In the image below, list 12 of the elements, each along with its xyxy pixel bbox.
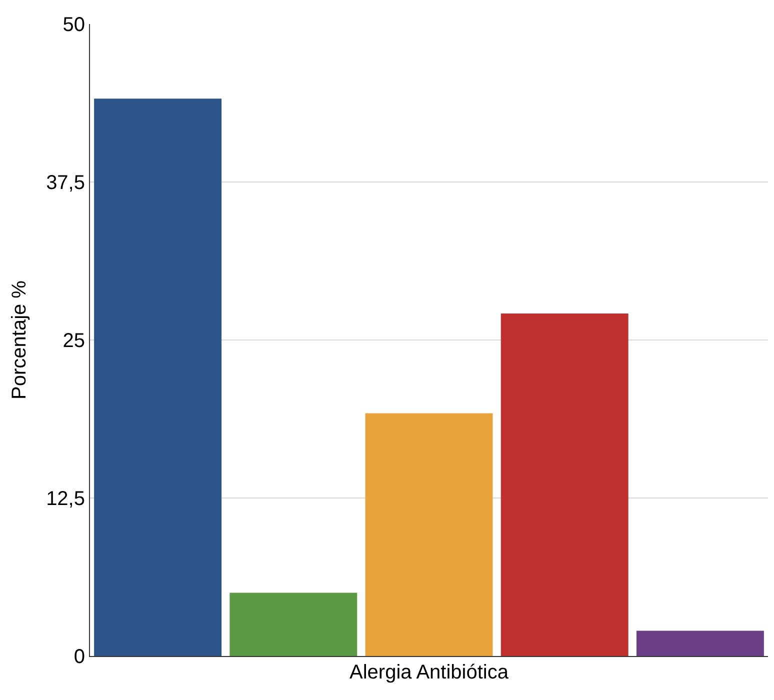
x-axis-title: Alergia Antibiótica bbox=[350, 662, 510, 684]
bar bbox=[94, 98, 222, 656]
y-tick-label: 12,5 bbox=[46, 488, 85, 510]
bar bbox=[230, 592, 358, 656]
y-axis-title: Porcentaje % bbox=[8, 280, 31, 400]
y-tick-label: 25 bbox=[62, 330, 85, 352]
bar bbox=[365, 413, 493, 656]
y-tick-label: 0 bbox=[74, 646, 85, 668]
bar bbox=[636, 630, 764, 656]
y-tick-label: 50 bbox=[62, 14, 85, 36]
bar bbox=[500, 313, 628, 656]
y-tick-label: 37,5 bbox=[46, 172, 85, 194]
